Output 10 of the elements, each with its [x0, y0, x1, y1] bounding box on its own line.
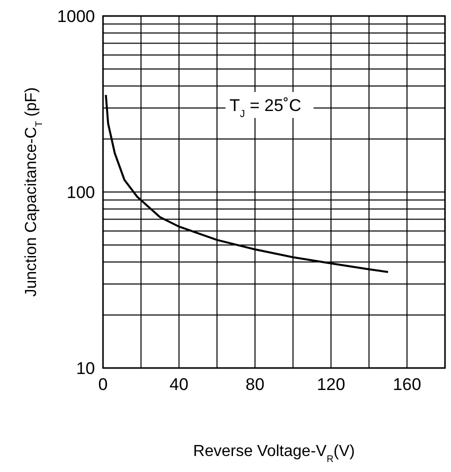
x-tick-label: 160 [392, 375, 422, 394]
y-tick-label: 1000 [57, 7, 95, 26]
x-tick-label: 120 [316, 375, 346, 394]
x-tick-label: 0 [98, 375, 108, 394]
x-tick-label: 80 [246, 375, 264, 394]
annotation: T$_{J}$ = 25˚C [230, 96, 302, 120]
x-tick-label: 40 [170, 375, 188, 394]
y-tick-label: 100 [66, 183, 95, 202]
y-tick-label: 10 [76, 359, 95, 378]
x-axis-title: Reverse Voltage-V$_{R}$(V) [193, 443, 355, 464]
